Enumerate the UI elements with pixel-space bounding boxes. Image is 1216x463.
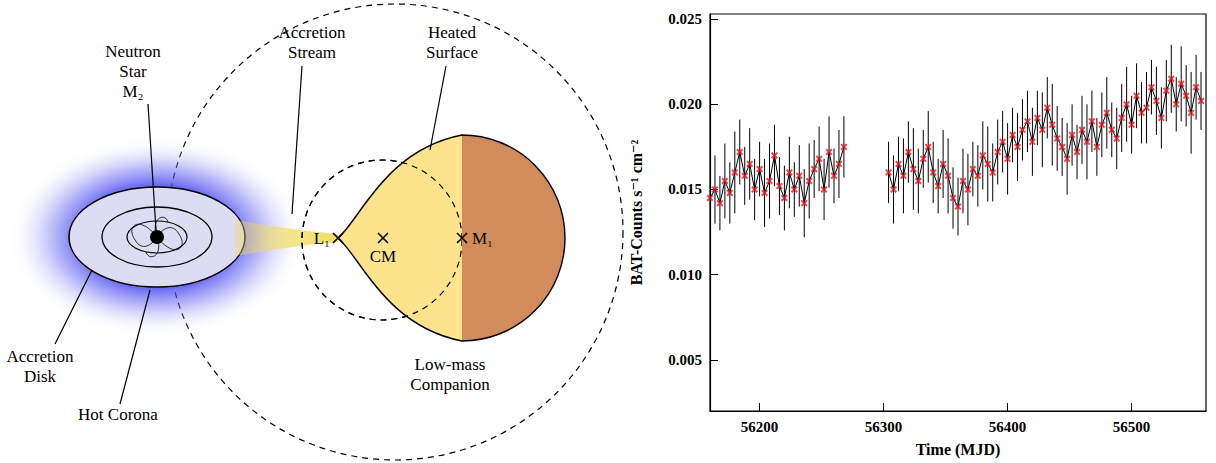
svg-text:Low-mass: Low-mass	[415, 355, 486, 374]
svg-text:Companion: Companion	[410, 375, 490, 394]
svg-text:Neutron: Neutron	[105, 42, 161, 61]
svg-text:0.020: 0.020	[668, 96, 702, 112]
svg-text:56300: 56300	[865, 419, 903, 435]
svg-text:BAT-Counts s⁻¹ cm⁻²: BAT-Counts s⁻¹ cm⁻²	[628, 139, 645, 285]
svg-text:Surface: Surface	[426, 43, 478, 62]
svg-text:M₁: M₁	[472, 229, 493, 248]
svg-text:0.015: 0.015	[668, 181, 702, 197]
svg-text:56200: 56200	[741, 419, 779, 435]
svg-text:Hot Corona: Hot Corona	[78, 405, 158, 424]
svg-text:Star: Star	[119, 62, 147, 81]
svg-text:56500: 56500	[1113, 419, 1151, 435]
svg-text:0.010: 0.010	[668, 267, 702, 283]
svg-text:Disk: Disk	[24, 367, 57, 386]
svg-text:0.005: 0.005	[668, 352, 702, 368]
svg-text:Accretion: Accretion	[278, 23, 346, 42]
svg-text:L₁: L₁	[314, 229, 330, 248]
svg-text:M₂: M₂	[122, 82, 143, 101]
svg-text:Heated: Heated	[428, 23, 477, 42]
svg-text:Accretion: Accretion	[6, 347, 74, 366]
svg-text:CM: CM	[370, 247, 396, 266]
svg-text:Stream: Stream	[288, 43, 336, 62]
svg-text:Time (MJD): Time (MJD)	[916, 441, 1001, 459]
svg-text:0.025: 0.025	[668, 11, 702, 27]
svg-text:56400: 56400	[989, 419, 1027, 435]
